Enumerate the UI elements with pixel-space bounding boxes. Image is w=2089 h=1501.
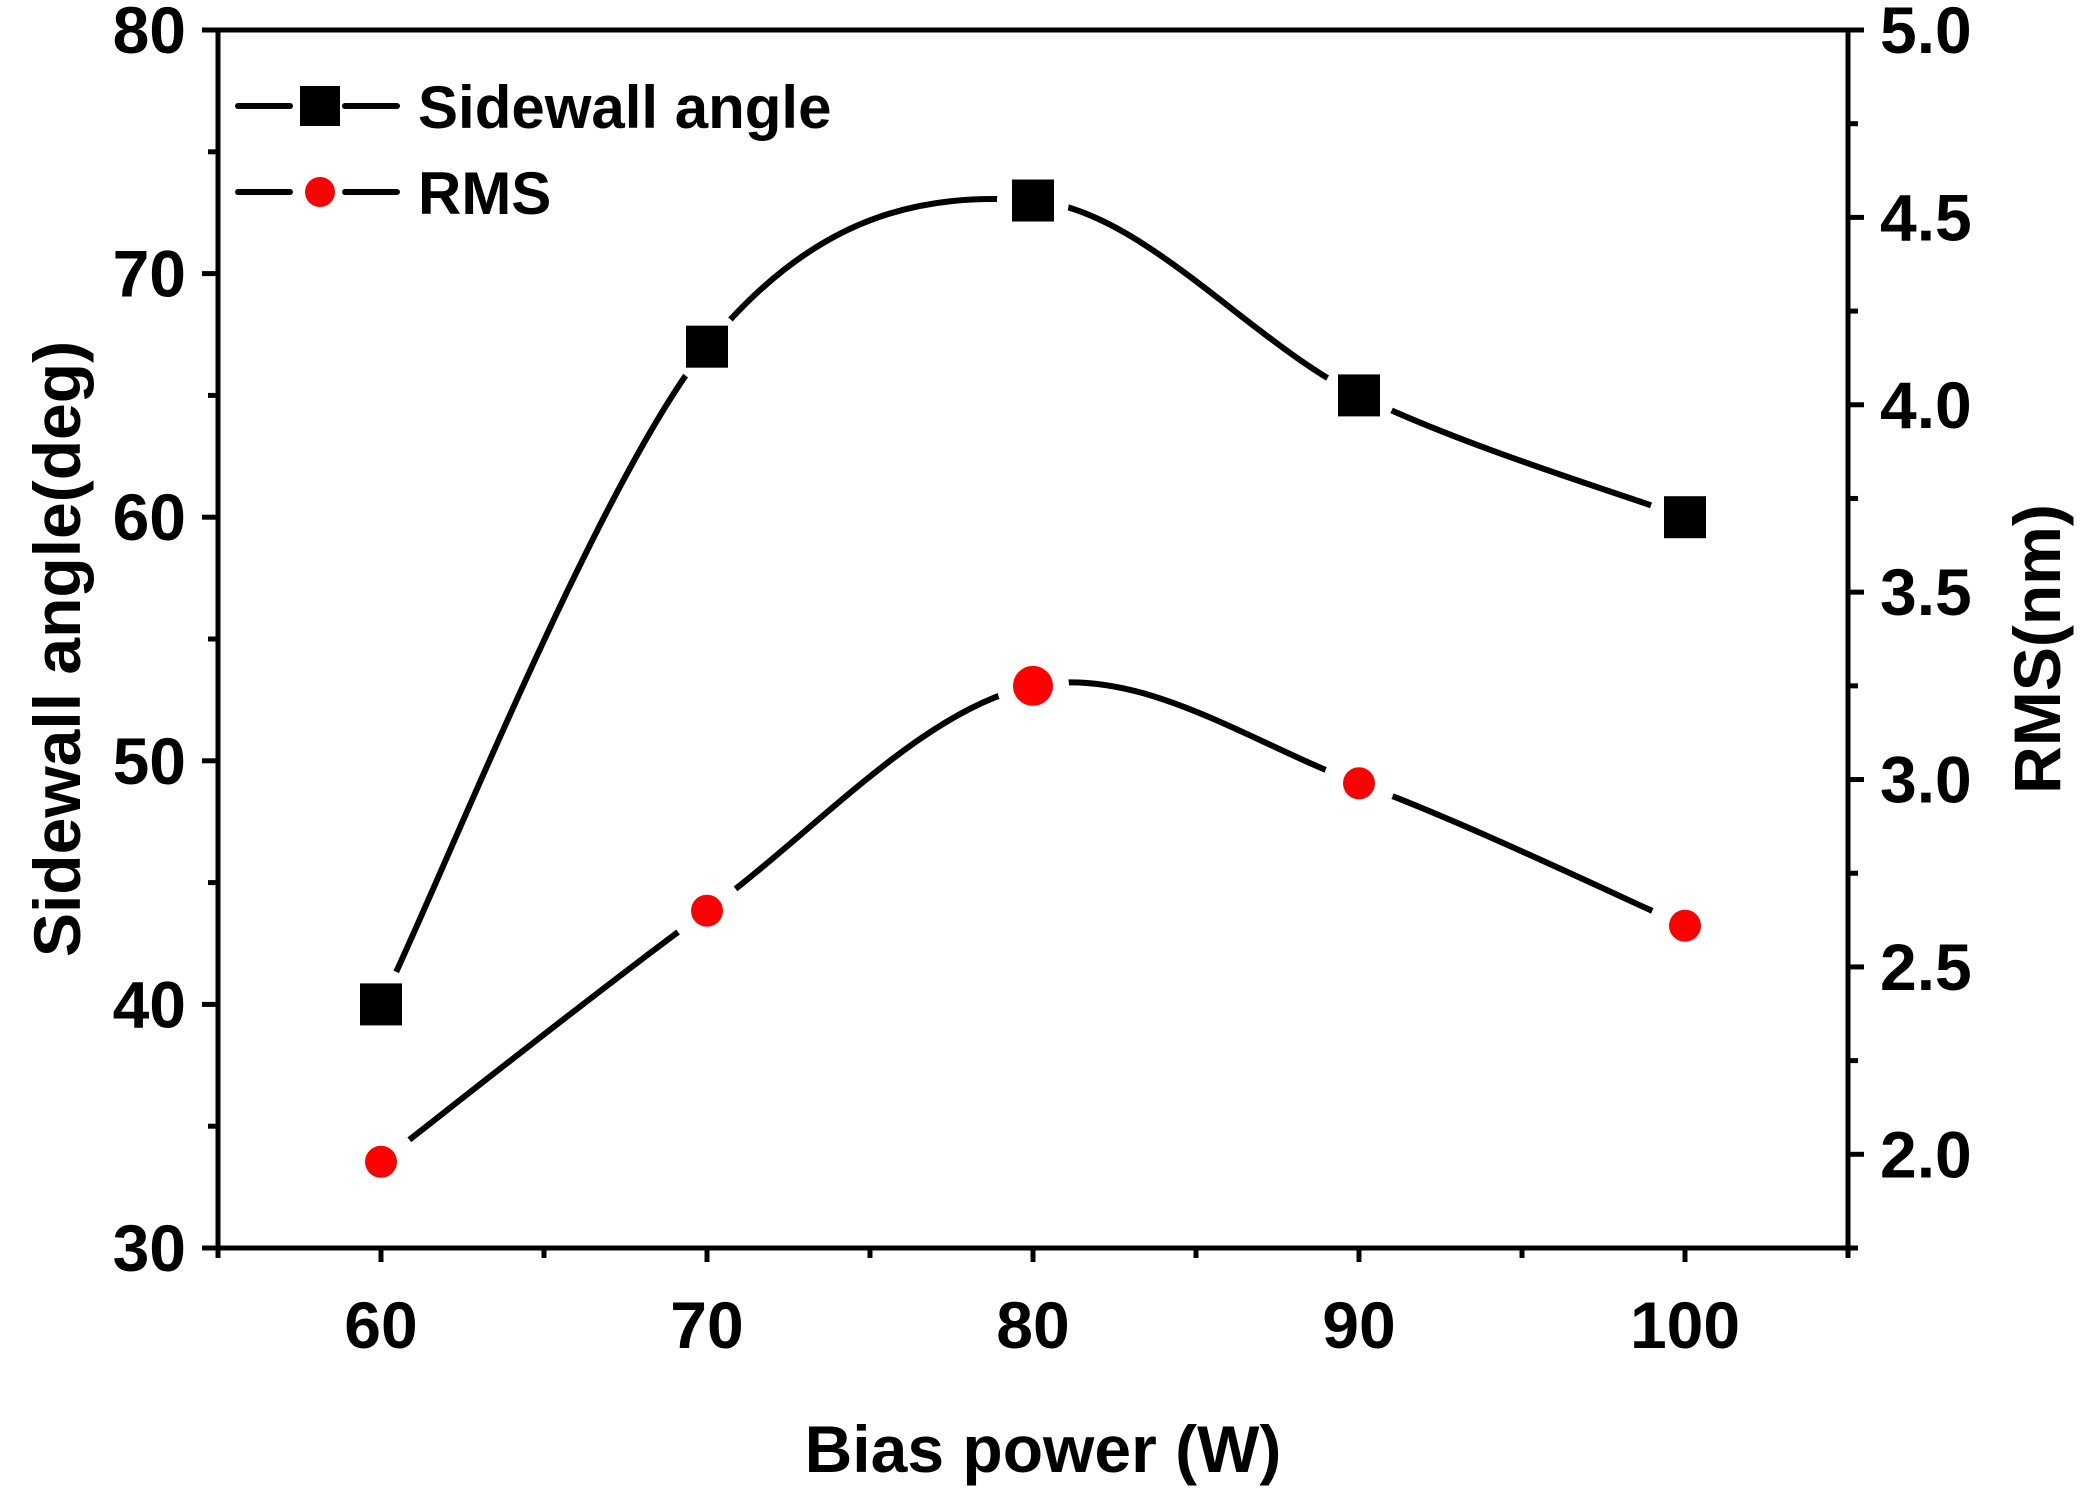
sidewall-angle-curve (378, 196, 1688, 1008)
y-right-tick-label: 4.5 (1880, 180, 1972, 254)
rms-point (1343, 767, 1375, 800)
sidewall-angle-point (686, 325, 728, 368)
y-left-tick-label: 80 (113, 0, 186, 67)
sidewall-angle-point (1664, 496, 1706, 539)
sidewall-angle-point (1012, 179, 1054, 222)
rms-curve (378, 679, 1688, 1165)
y-right-tick-label: 5.0 (1880, 0, 1972, 67)
y-right-axis-title: RMS(nm) (2000, 504, 2074, 794)
legend-sidewall-angle-label: Sidewall angle (418, 74, 831, 141)
x-tick-label: 70 (670, 1288, 743, 1362)
y-left-tick-label: 40 (113, 967, 186, 1041)
label-layer: 60 70 80 90 100 30 40 50 60 70 80 2.0 2.5 3.0 3.5 4.0 4.… (20, 0, 2074, 1486)
legend: Sidewall angle RMS (235, 74, 831, 227)
y-right-tick-label: 3.0 (1880, 743, 1972, 817)
sidewall-angle-point (1338, 374, 1380, 417)
rms-point (691, 894, 723, 927)
rms-point (1013, 665, 1053, 706)
sidewall-angle-point (360, 983, 402, 1026)
x-tick-label: 100 (1630, 1288, 1740, 1362)
x-tick-label: 60 (344, 1288, 417, 1362)
y-right-tick-label: 2.0 (1880, 1117, 1972, 1191)
x-tick-label: 80 (996, 1288, 1069, 1362)
legend-rms-marker (305, 177, 335, 207)
y-right-tick-label: 4.0 (1880, 368, 1972, 442)
y-left-tick-label: 50 (113, 724, 186, 798)
y-left-axis-title: Sidewall angle(deg) (20, 341, 94, 957)
y-right-tick-label: 3.5 (1880, 555, 1972, 629)
legend-rms-label: RMS (418, 160, 551, 227)
y-left-tick-label: 30 (113, 1211, 186, 1285)
y-left-tick-label: 70 (113, 237, 186, 311)
x-tick-label: 90 (1322, 1288, 1395, 1362)
legend-sidewall-angle-marker (300, 86, 340, 126)
y-right-tick-label: 2.5 (1880, 930, 1972, 1004)
x-axis-title: Bias power (W) (805, 1412, 1282, 1486)
y-left-tick-label: 60 (113, 480, 186, 554)
marker-layer (360, 179, 1706, 1178)
rms-point (365, 1145, 397, 1178)
rms-point (1669, 909, 1701, 942)
axes-layer (202, 27, 1864, 1262)
